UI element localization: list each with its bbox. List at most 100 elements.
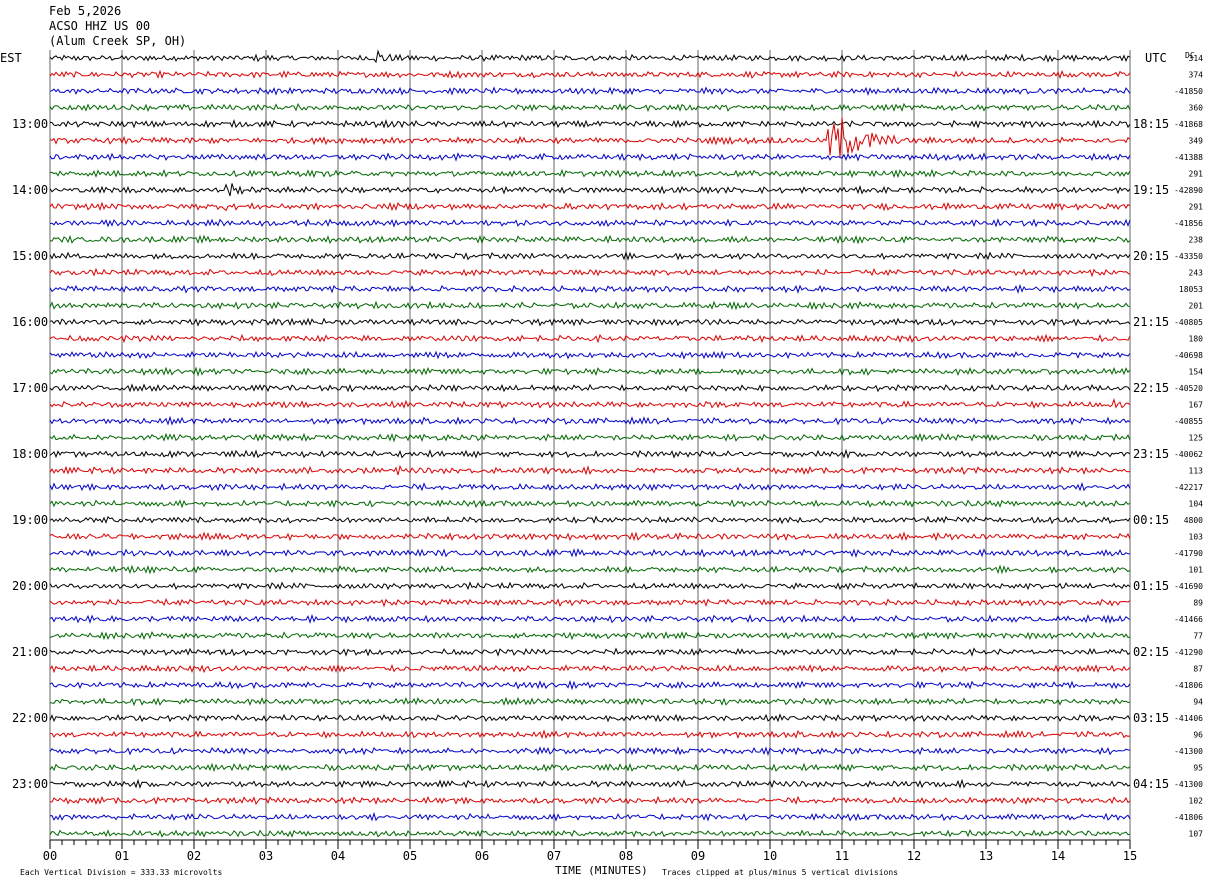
- trace-line-15: [49, 300, 1131, 311]
- right-time-label-28: 00:15: [1133, 513, 1169, 527]
- dc-offset-32: -41690: [1174, 582, 1203, 591]
- trace-line-43: [49, 762, 1131, 773]
- trace-line-32: [49, 581, 1131, 591]
- dc-offset-12: -43350: [1174, 252, 1203, 261]
- trace-line-41: [50, 729, 1131, 740]
- trace-line-23: [49, 432, 1131, 443]
- dc-offset-13: 243: [1189, 269, 1204, 278]
- trace-line-36: [49, 647, 1131, 657]
- x-tick-label-09: 09: [691, 849, 705, 863]
- left-time-label-8: 14:00: [12, 183, 48, 197]
- trace-line-5: [49, 117, 1131, 158]
- x-tick-label-11: 11: [835, 849, 849, 863]
- footer-right-note: Traces clipped at plus/minus 5 vertical …: [662, 868, 898, 877]
- left-time-label-16: 16:00: [12, 315, 48, 329]
- dc-offset-34: -41466: [1174, 615, 1203, 624]
- dc-offset-3: 360: [1189, 104, 1204, 113]
- trace-line-29: [49, 531, 1131, 542]
- dc-offset-0: 314: [1189, 54, 1204, 63]
- dc-offset-17: 180: [1189, 335, 1204, 344]
- dc-offset-46: -41806: [1174, 813, 1203, 822]
- dc-offset-9: 291: [1189, 203, 1204, 212]
- header-station: ACSO HHZ US 00: [49, 19, 151, 33]
- trace-line-39: [49, 696, 1131, 707]
- left-time-label-12: 15:00: [12, 249, 48, 263]
- trace-line-7: [49, 168, 1131, 179]
- x-tick-label-02: 02: [187, 849, 201, 863]
- dc-offset-21: 167: [1189, 401, 1204, 410]
- trace-line-19: [49, 366, 1131, 377]
- minute-gridlines: [49, 50, 1131, 840]
- trace-line-22: [49, 415, 1131, 426]
- footer-left-note: Each Vertical Division = 333.33 microvol…: [20, 868, 222, 877]
- trace-line-11: [49, 234, 1131, 245]
- x-tick-label-10: 10: [763, 849, 777, 863]
- right-time-label-12: 20:15: [1133, 249, 1169, 263]
- trace-line-28: [49, 515, 1131, 525]
- trace-line-34: [49, 613, 1131, 624]
- dc-offset-33: 89: [1193, 599, 1203, 608]
- trace-line-0: [49, 49, 1131, 64]
- trace-line-17: [49, 333, 1131, 344]
- dc-offset-8: -42890: [1174, 186, 1203, 195]
- right-time-label-8: 19:15: [1133, 183, 1169, 197]
- trace-line-40: [49, 713, 1131, 723]
- dc-offset-24: -40062: [1174, 450, 1203, 459]
- dc-offset-39: 94: [1193, 698, 1203, 707]
- dc-offset-4: -41868: [1174, 120, 1203, 129]
- trace-line-3: [49, 102, 1131, 113]
- left-time-label-36: 21:00: [12, 645, 48, 659]
- dc-offset-20: -40520: [1174, 384, 1203, 393]
- x-axis: 00 01 02 03 04 05 06 07 08 09 10 11 12 13 14 15: [43, 839, 1137, 863]
- x-tick-label-15: 15: [1123, 849, 1137, 863]
- trace-line-4: [49, 118, 1131, 129]
- trace-line-31: [49, 564, 1131, 575]
- dc-offset-45: 102: [1189, 797, 1204, 806]
- trace-line-2: [49, 86, 1131, 96]
- dc-offset-43: 95: [1193, 764, 1203, 773]
- right-time-label-16: 21:15: [1133, 315, 1169, 329]
- x-tick-label-03: 03: [259, 849, 273, 863]
- trace-line-38: [49, 679, 1131, 691]
- dc-offset-40: -41406: [1174, 714, 1203, 723]
- time-labels: 314 374 -41850 360 -41868 349 -41388 291 -42890 2…: [0, 51, 1203, 839]
- header-location: (Alum Creek SP, OH): [49, 34, 187, 48]
- right-time-label-40: 03:15: [1133, 711, 1169, 725]
- dc-offset-27: 104: [1189, 500, 1204, 509]
- dc-header: DC: [1185, 51, 1195, 60]
- dc-offset-23: 125: [1189, 434, 1204, 443]
- trace-line-47: [49, 829, 1131, 838]
- trace-line-20: [49, 383, 1131, 393]
- right-time-label-0: UTC: [1145, 51, 1167, 65]
- trace-line-14: [49, 283, 1131, 294]
- dc-offset-44: -41300: [1174, 780, 1203, 789]
- x-tick-label-07: 07: [547, 849, 561, 863]
- left-time-label-44: 23:00: [12, 777, 48, 791]
- dc-offset-35: 77: [1193, 632, 1203, 641]
- dc-offset-29: 103: [1189, 533, 1204, 542]
- dc-offset-38: -41806: [1174, 681, 1203, 690]
- dc-offset-10: -41856: [1174, 219, 1203, 228]
- x-tick-label-08: 08: [619, 849, 633, 863]
- dc-offset-30: -41790: [1174, 549, 1203, 558]
- dc-offset-15: 201: [1189, 302, 1204, 311]
- dc-offset-26: -42217: [1174, 483, 1203, 492]
- trace-line-37: [49, 663, 1131, 674]
- trace-line-35: [49, 631, 1131, 641]
- x-tick-label-14: 14: [1051, 849, 1065, 863]
- x-tick-label-01: 01: [115, 849, 129, 863]
- trace-line-12: [49, 250, 1131, 261]
- trace-line-46: [49, 811, 1131, 822]
- dc-offset-16: -40805: [1174, 318, 1203, 327]
- dc-offset-47: 107: [1189, 830, 1204, 839]
- right-time-label-24: 23:15: [1133, 447, 1169, 461]
- dc-offset-1: 374: [1189, 71, 1204, 80]
- dc-offset-25: 113: [1189, 467, 1204, 476]
- dc-offset-36: -41290: [1174, 648, 1203, 657]
- trace-line-9: [49, 201, 1131, 212]
- trace-line-10: [49, 218, 1131, 228]
- trace-line-25: [49, 464, 1131, 476]
- x-tick-label-04: 04: [331, 849, 345, 863]
- x-tick-label-13: 13: [979, 849, 993, 863]
